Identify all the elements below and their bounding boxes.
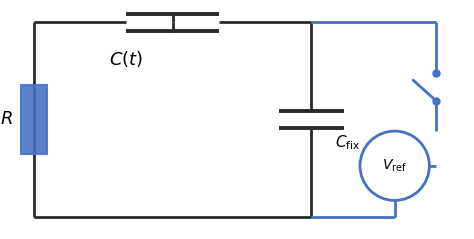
Text: $R$: $R$ — [0, 110, 12, 129]
Bar — [21, 85, 47, 154]
Text: $C(t)$: $C(t)$ — [109, 49, 144, 69]
Text: $V_{\mathrm{ref}}$: $V_{\mathrm{ref}}$ — [382, 158, 407, 174]
Text: $C_{\mathrm{fix}}$: $C_{\mathrm{fix}}$ — [335, 133, 360, 152]
